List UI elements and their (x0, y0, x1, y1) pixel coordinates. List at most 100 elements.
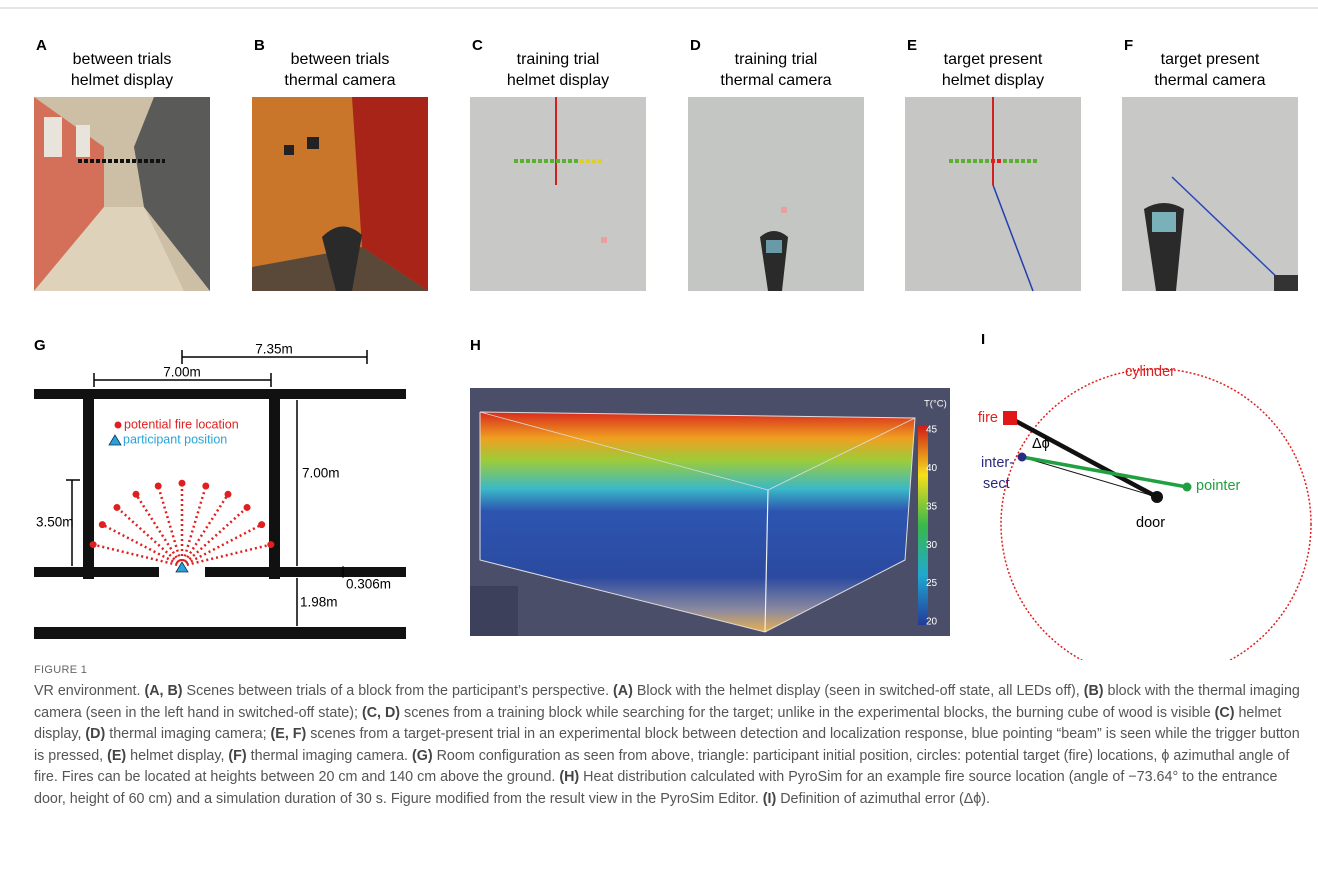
panel-title: thermal camera (720, 72, 831, 89)
fan-ray (93, 545, 182, 566)
fan-ray (102, 525, 182, 566)
fire-location (99, 521, 106, 528)
colorbar-tick: 25 (926, 578, 938, 589)
colorbar-tick: 45 (926, 425, 938, 436)
panel-g: G 7.35m 7.00m 7.00m 3.50m 0.306m 1.98m p… (34, 337, 406, 639)
legend-label: participant position (123, 432, 227, 446)
caption-text: (C) (1215, 705, 1235, 721)
led (526, 159, 530, 163)
label: fire (978, 410, 998, 426)
panel-title: thermal camera (284, 72, 395, 89)
led (592, 159, 596, 163)
led (598, 159, 602, 163)
fire-location (244, 504, 251, 511)
caption-text: (I) (763, 791, 777, 807)
caption-text: (G) (412, 748, 433, 764)
panel-letter: B (254, 37, 265, 54)
colorbar-tick: 20 (926, 617, 938, 628)
fire-location (258, 521, 265, 528)
caption-text: VR environment. (34, 683, 144, 699)
led (520, 159, 524, 163)
caption-text: (A, B) (144, 683, 182, 699)
led (1027, 159, 1031, 163)
panel-f-image (1122, 97, 1298, 291)
caption-text: (H) (559, 769, 579, 785)
panel-letter: G (34, 337, 46, 354)
led (955, 159, 959, 163)
label: sect (983, 476, 1010, 492)
caption-text: (C, D) (362, 705, 400, 721)
led (979, 159, 983, 163)
led (580, 159, 584, 163)
colorbar-tick: 30 (926, 540, 938, 551)
led (544, 159, 548, 163)
fire-location (225, 491, 232, 498)
caption-text: Scenes between trials of a block from th… (183, 683, 613, 699)
led (514, 159, 518, 163)
dimension: 7.00m (163, 365, 201, 380)
dimension: 7.00m (302, 466, 340, 481)
led (556, 159, 560, 163)
led (997, 159, 1001, 163)
dimension: 3.50m (36, 515, 74, 530)
led (1015, 159, 1019, 163)
panel-title: training trial (735, 51, 818, 68)
led (985, 159, 989, 163)
label: cylinder (1125, 364, 1175, 380)
caption-text: (A) (613, 683, 633, 699)
panel-letter: I (981, 331, 985, 348)
led (967, 159, 971, 163)
panel-title: helmet display (507, 72, 609, 89)
panel-title: helmet display (942, 72, 1044, 89)
led (991, 159, 995, 163)
panel-i: I cylinder fire Δϕ inter- sect pointer d… (978, 331, 1311, 660)
caption: VR environment. (A, B) Scenes between tr… (34, 681, 1302, 810)
panel-e-image (905, 97, 1081, 291)
panel-letter: H (470, 337, 481, 354)
led (586, 159, 590, 163)
page: Abetween trialshelmet displayBbetween tr… (0, 0, 1318, 895)
dimension: 1.98m (300, 595, 338, 610)
panel-a-image (34, 97, 210, 291)
caption-label: FIGURE 1 (34, 664, 87, 676)
led (538, 159, 542, 163)
caption-text: scenes from a training block while searc… (400, 705, 1215, 721)
panel-title: thermal camera (1154, 72, 1265, 89)
caption-text: (D) (85, 726, 105, 742)
dimension: 7.35m (255, 342, 293, 357)
dimension: 0.306m (346, 577, 391, 592)
led (532, 159, 536, 163)
panel-letter: C (472, 37, 483, 54)
led (961, 159, 965, 163)
caption-text: (F) (228, 748, 246, 764)
led (568, 159, 572, 163)
panel-title: helmet display (71, 72, 173, 89)
caption-text: thermal imaging camera; (105, 726, 270, 742)
fire-location (179, 480, 186, 487)
panel-title: training trial (517, 51, 600, 68)
label: inter- (981, 455, 1014, 471)
panel-b-image (252, 97, 428, 291)
panel-letter: A (36, 37, 47, 54)
panel-title: target present (944, 51, 1043, 68)
panel-title: target present (1161, 51, 1260, 68)
led (1009, 159, 1013, 163)
legend-label: potential fire location (124, 417, 239, 431)
panel-letter: F (1124, 37, 1133, 54)
caption-text: Definition of azimuthal error (Δϕ). (776, 791, 990, 807)
caption-text: (E, F) (271, 726, 307, 742)
label: pointer (1196, 478, 1241, 494)
led (973, 159, 977, 163)
led (1033, 159, 1037, 163)
fan-ray (182, 525, 262, 566)
panel-title: between trials (73, 51, 172, 68)
led (1003, 159, 1007, 163)
caption-text: (B) (1084, 683, 1104, 699)
led (562, 159, 566, 163)
colorbar-title: T(°C) (924, 399, 947, 410)
caption-text: helmet display, (126, 748, 228, 764)
led (550, 159, 554, 163)
fan-ray (182, 545, 271, 566)
led (574, 159, 578, 163)
